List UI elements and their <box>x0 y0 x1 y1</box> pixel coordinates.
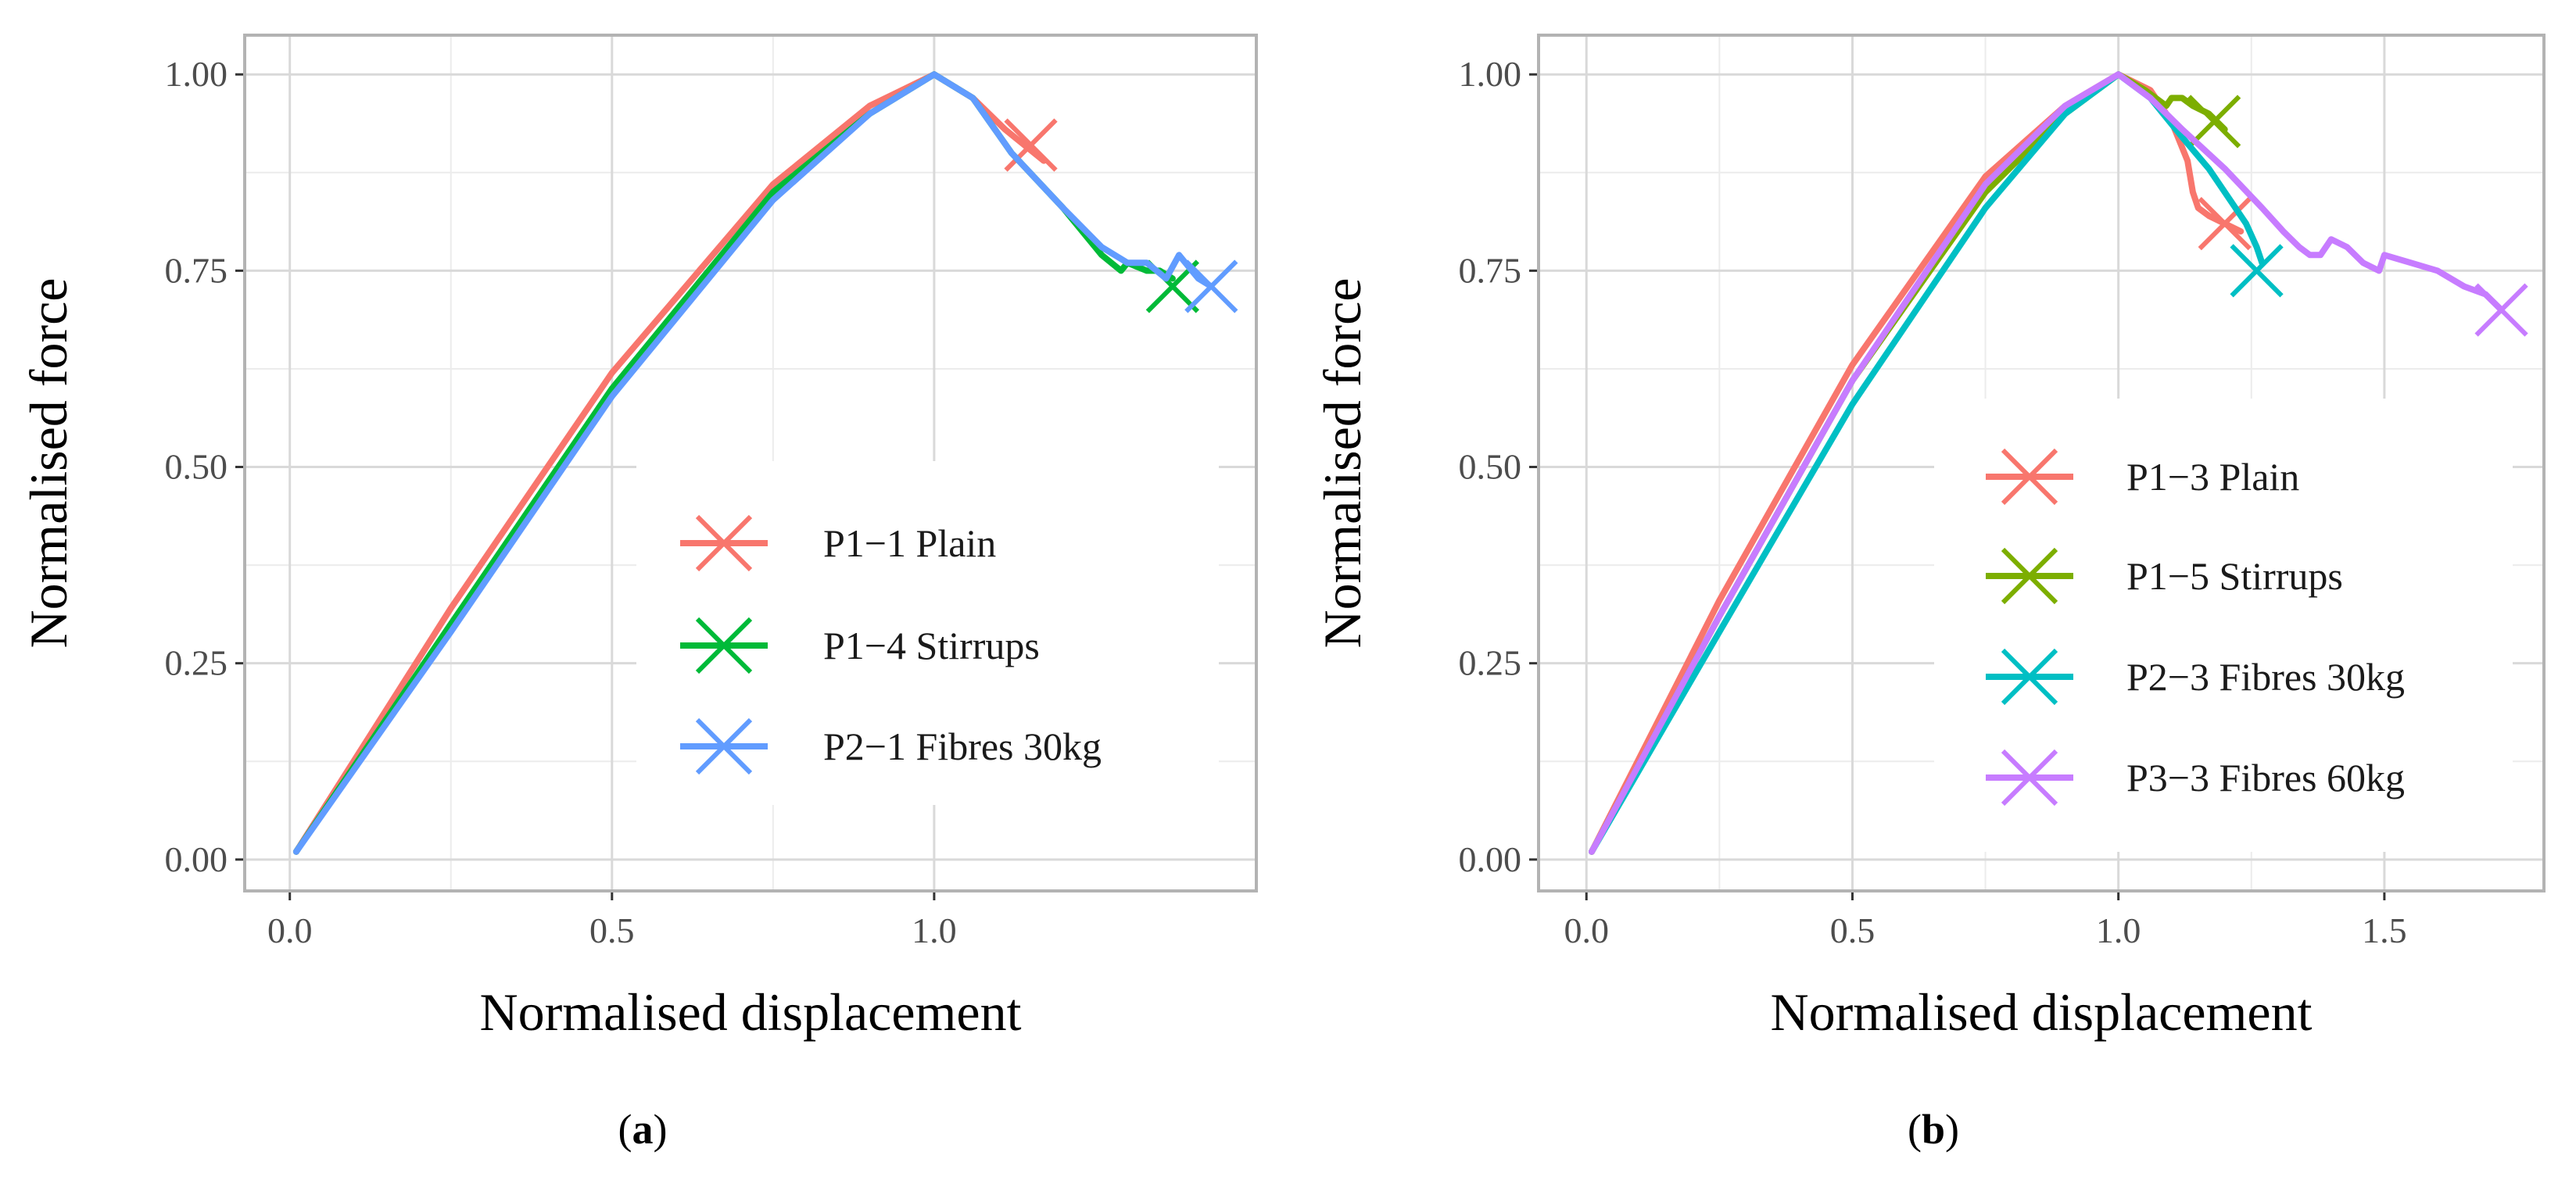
legend-label-1: P1−1 Plain <box>823 521 996 565</box>
panel-b: 0.00 0.25 0.50 0.75 1.00 0.0 0.5 1.0 1.5 P1−3 Pla… <box>1313 34 2546 1153</box>
legend-label-4: P3−3 Fibres 60kg <box>2126 756 2405 799</box>
y-tick-label: 0.50 <box>1459 447 1522 487</box>
x-tick-label: 1.5 <box>2362 910 2407 950</box>
x-tick-label: 1.0 <box>912 910 957 950</box>
end-marker-stroke <box>2198 196 2252 251</box>
legend: P1−3 Plain P1−5 Stirrups P2−3 Fibres 30kg P… <box>1934 399 2513 852</box>
series-line-3 <box>292 71 1215 855</box>
panel-caption: (b) <box>1908 1106 1959 1153</box>
series-end-marker-4 <box>2474 283 2528 337</box>
legend-key-cross <box>2001 749 2058 807</box>
y-tick-label: 0.50 <box>165 447 228 487</box>
y-tick-label: 0.25 <box>165 643 228 683</box>
y-tick-label: 0.75 <box>165 250 228 290</box>
legend-key-3 <box>680 717 768 775</box>
series-end-marker-2 <box>2187 95 2241 148</box>
x-tick-label: 1.0 <box>2096 910 2141 950</box>
x-tick-label: 0.0 <box>267 910 313 950</box>
legend-key-3 <box>1986 648 2073 706</box>
y-tick-label: 0.75 <box>1459 250 1522 290</box>
legend-key-1 <box>680 514 768 572</box>
y-tick-label: 1.00 <box>1459 54 1522 94</box>
x-axis-title: Normalised displacement <box>479 982 1021 1042</box>
y-tick-label: 0.00 <box>165 839 228 879</box>
y-tick-label: 0.00 <box>1459 839 1522 879</box>
x-axis-title: Normalised displacement <box>1770 982 2312 1042</box>
panel-caption: (a) <box>618 1106 668 1153</box>
series-end-marker-1 <box>1004 118 1058 172</box>
legend-key-cross <box>695 514 753 572</box>
x-tick-label: 0.5 <box>589 910 635 950</box>
series-end-marker-1 <box>2198 196 2252 251</box>
plot-frame <box>1537 34 2546 892</box>
legend-key-cross <box>695 617 753 674</box>
y-tick-label: 1.00 <box>165 54 228 94</box>
series-line-4 <box>1589 71 2505 855</box>
legend-label-2: P1−4 Stirrups <box>823 624 1040 667</box>
legend: P1−1 Plain P1−4 Stirrups P2−1 Fibres 30kg <box>636 461 1219 805</box>
legend-key-cross <box>2001 648 2058 706</box>
y-axis-title: Normalised force <box>1313 278 1372 649</box>
legend-label-3: P2−3 Fibres 30kg <box>2126 655 2405 699</box>
end-marker-stroke <box>2474 283 2528 337</box>
end-marker-stroke <box>2230 244 2284 298</box>
end-marker-stroke <box>1184 259 1238 313</box>
y-tick-label: 0.25 <box>1459 643 1522 683</box>
end-marker-stroke <box>1004 118 1058 172</box>
legend-key-cross <box>2001 547 2058 605</box>
legend-key-2 <box>680 617 768 674</box>
series-end-marker-3 <box>2230 244 2284 298</box>
legend-key-cross <box>695 717 753 775</box>
legend-label-3: P2−1 Fibres 30kg <box>823 724 1102 768</box>
legend-key-1 <box>1986 448 2073 506</box>
legend-label-1: P1−3 Plain <box>2126 455 2299 499</box>
end-marker-stroke <box>2187 95 2241 148</box>
panel-a: 0.000.250.500.751.000.0 0.5 1.0P1−1 PlainP… <box>19 34 1258 1153</box>
series-line-1 <box>292 71 1047 855</box>
legend-key-4 <box>1986 749 2073 807</box>
plot-frame <box>243 34 1258 892</box>
legend-key-cross <box>2001 448 2058 506</box>
y-axis-title: Normalised force <box>19 278 78 649</box>
x-tick-label: 0.0 <box>1564 910 1609 950</box>
legend-key-2 <box>1986 547 2073 605</box>
series-end-marker-3 <box>1184 259 1238 313</box>
legend-label-2: P1−5 Stirrups <box>2126 554 2343 598</box>
x-tick-label: 0.5 <box>1830 910 1876 950</box>
